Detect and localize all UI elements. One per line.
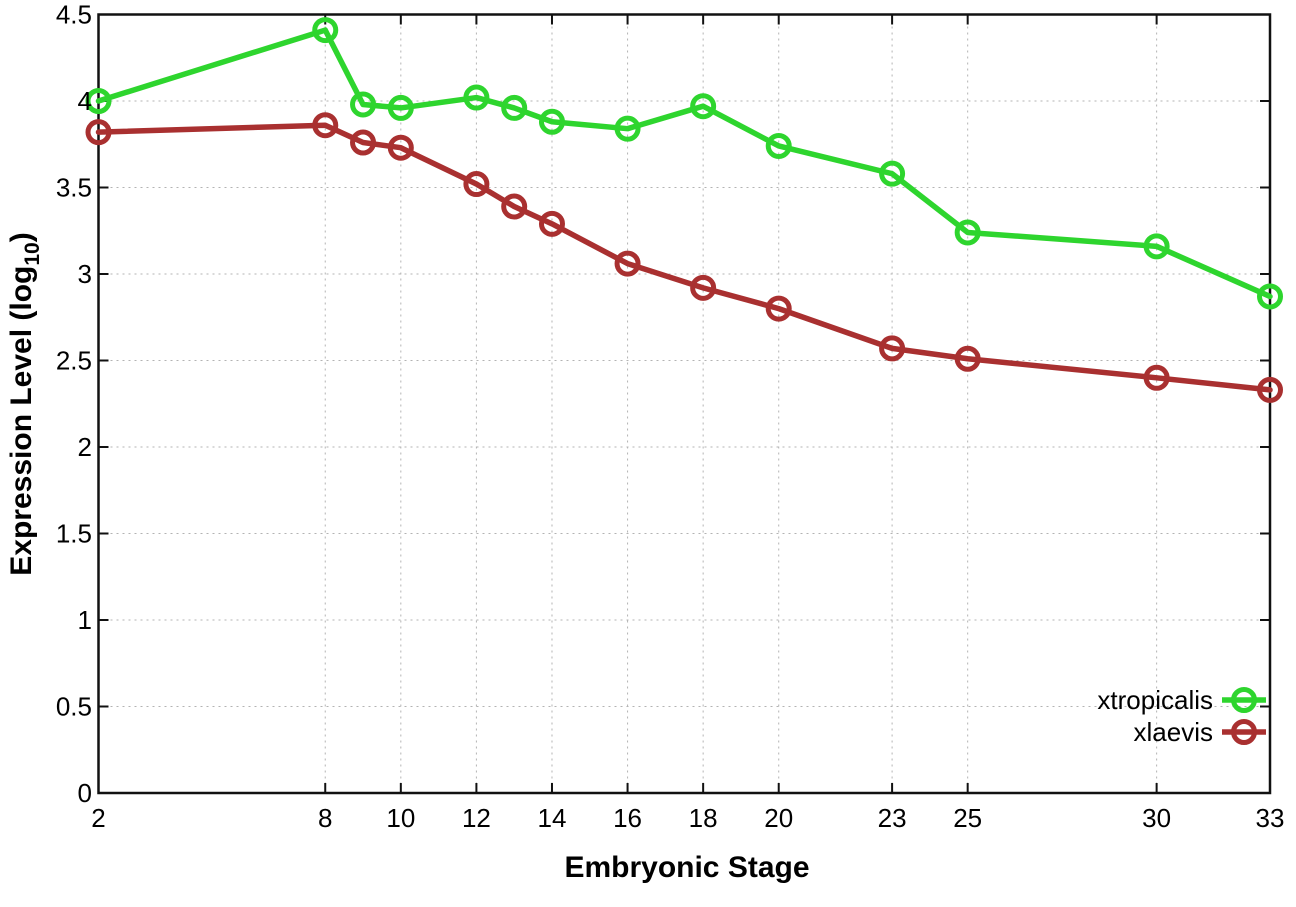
y-tick-label: 1.5	[56, 519, 92, 549]
legend-marker-xtropicalis	[1231, 687, 1257, 713]
data-point-xtropicalis	[538, 108, 565, 135]
x-tick-label: 8	[318, 803, 332, 833]
data-point-xtropicalis	[501, 94, 528, 121]
series-xlaevis	[85, 112, 1283, 403]
data-point-xlaevis	[387, 134, 414, 161]
data-point-xtropicalis	[350, 91, 377, 118]
y-tick-label: 4	[78, 86, 92, 116]
y-tick-label: 3.5	[56, 173, 92, 203]
legend-label-xlaevis: xlaevis	[1134, 717, 1213, 747]
data-point-xtropicalis	[1143, 233, 1170, 260]
data-point-xtropicalis	[312, 17, 339, 44]
tick-layer	[97, 13, 1271, 794]
data-point-xlaevis	[350, 129, 377, 156]
data-point-xtropicalis	[85, 88, 112, 114]
x-tick-label: 33	[1256, 803, 1285, 833]
x-tick-label: 10	[386, 803, 415, 833]
data-point-xlaevis	[954, 345, 981, 372]
legend-marker-xlaevis	[1231, 719, 1257, 745]
data-point-xtropicalis	[765, 132, 792, 159]
data-point-xlaevis	[463, 171, 490, 198]
data-point-xtropicalis	[879, 160, 906, 187]
series-xtropicalis	[85, 17, 1283, 310]
series-layer	[85, 17, 1283, 403]
grid-layer	[98, 14, 1270, 793]
series-line-xlaevis	[95, 122, 1273, 393]
y-tick-label: 4.5	[56, 0, 92, 30]
x-tick-label: 14	[538, 803, 567, 833]
x-tick-label: 25	[953, 803, 982, 833]
legend: xtropicalis xlaevis	[1097, 685, 1266, 747]
data-point-xtropicalis	[1257, 283, 1283, 310]
x-tick-label: 18	[689, 803, 718, 833]
x-tick-label: 16	[613, 803, 642, 833]
legend-label-xtropicalis: xtropicalis	[1097, 685, 1213, 715]
y-tick-label: 2.5	[56, 346, 92, 376]
tick-label-layer: 2 8 10 12 14 16 18 20 23 25 30 33 0 0.5 1 1.5 2 2.5 3 3.5 4 4…	[56, 0, 1285, 833]
y-axis-title-subscript: 10	[21, 242, 44, 265]
data-point-xlaevis	[1143, 364, 1170, 391]
data-point-xlaevis	[85, 119, 112, 146]
x-tick-label: 23	[878, 803, 907, 833]
data-point-xtropicalis	[387, 94, 414, 121]
data-point-xlaevis	[614, 250, 641, 277]
data-point-xlaevis	[765, 295, 792, 322]
y-tick-label: 0	[78, 778, 92, 808]
data-point-xlaevis	[690, 274, 717, 301]
legend-item-xlaevis: xlaevis	[1134, 717, 1266, 747]
y-tick-label: 0.5	[56, 692, 92, 722]
y-axis-title: Expression Level (log10)	[5, 232, 44, 575]
y-axis-title-main: Expression Level (log	[5, 266, 38, 576]
data-point-xlaevis	[501, 193, 528, 220]
data-point-xtropicalis	[690, 93, 717, 120]
x-axis-title: Embryonic Stage	[564, 851, 809, 884]
data-point-xlaevis	[879, 335, 906, 362]
data-point-xtropicalis	[614, 115, 641, 142]
x-tick-label: 30	[1142, 803, 1171, 833]
y-tick-label: 3	[78, 259, 92, 289]
legend-item-xtropicalis: xtropicalis	[1097, 685, 1266, 715]
y-tick-label: 2	[78, 432, 92, 462]
x-tick-label: 20	[764, 803, 793, 833]
data-point-xtropicalis	[954, 219, 981, 246]
x-tick-label: 2	[91, 803, 105, 833]
data-point-xtropicalis	[463, 84, 490, 111]
data-point-xlaevis	[1257, 376, 1283, 403]
series-line-xtropicalis	[95, 27, 1273, 300]
data-point-xlaevis	[538, 210, 565, 237]
svg-text:Expression Level (log10): Expression Level (log10)	[5, 232, 44, 575]
data-point-xlaevis	[312, 112, 339, 139]
y-axis-title-end: )	[5, 232, 38, 242]
y-tick-label: 1	[78, 605, 92, 635]
x-tick-label: 12	[462, 803, 491, 833]
plot-border	[97, 13, 1272, 795]
